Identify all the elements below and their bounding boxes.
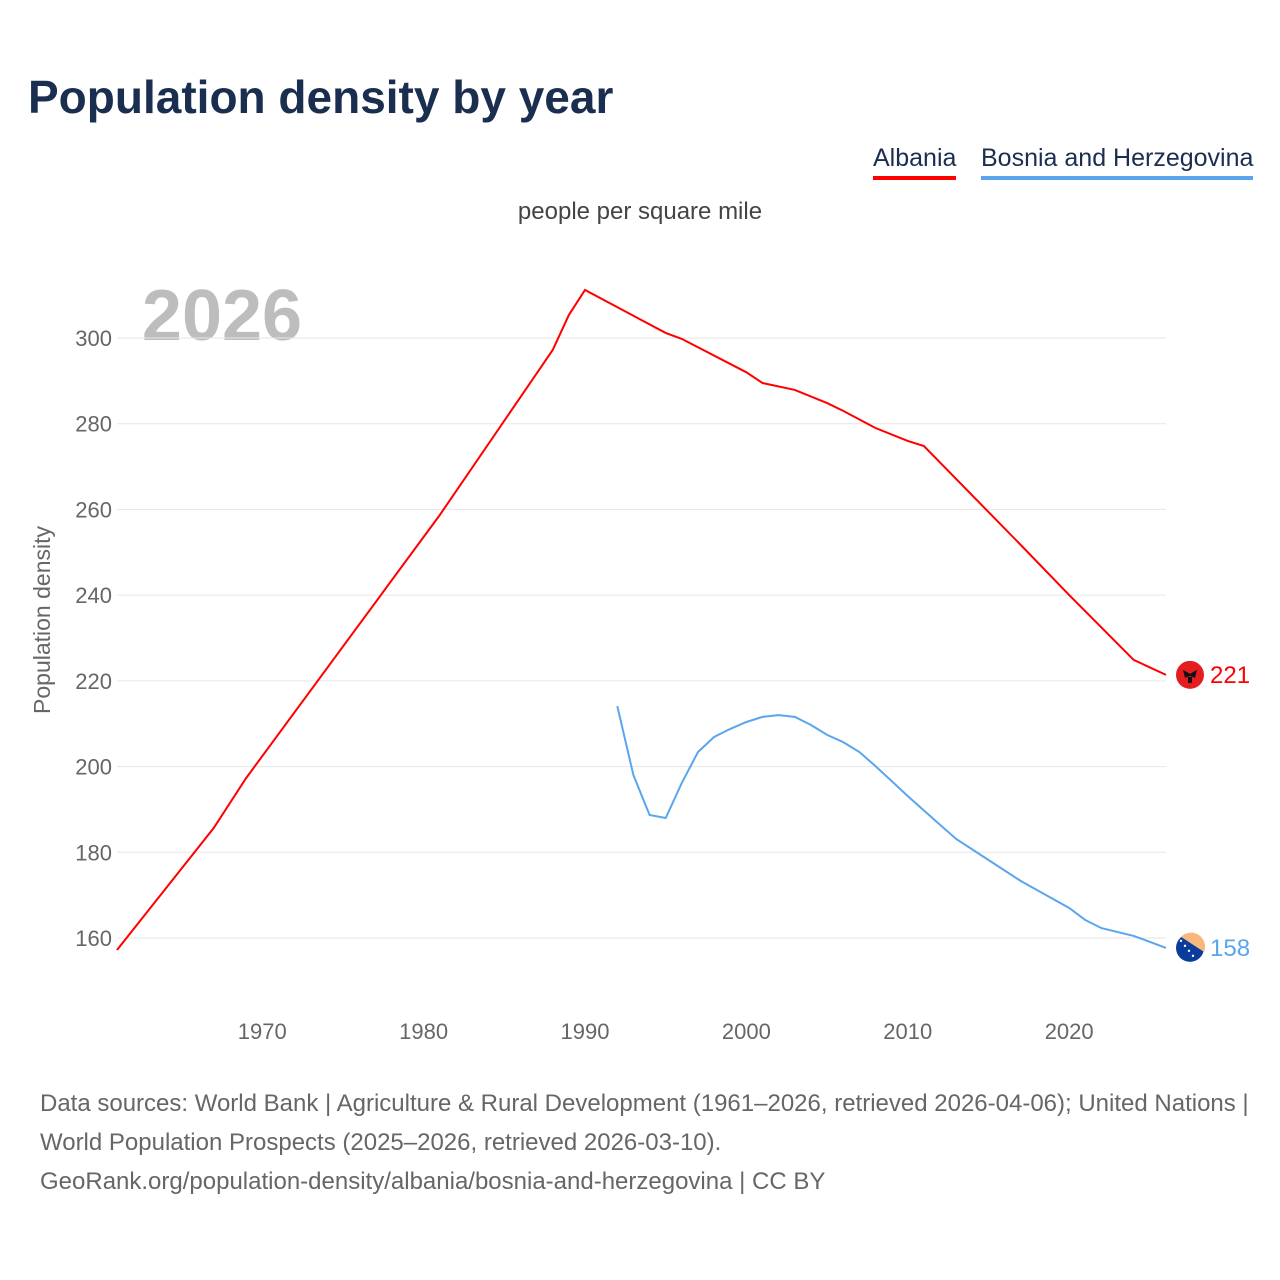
year-watermark: 2026: [142, 276, 302, 356]
y-tick-label: 200: [75, 755, 112, 780]
y-tick-label: 300: [75, 326, 112, 351]
y-tick-label: 240: [75, 583, 112, 608]
chart-subtitle: people per square mile: [517, 198, 763, 225]
x-tick-label: 1980: [399, 1019, 448, 1044]
footer-sources: Data sources: World Bank | Agriculture &…: [40, 1084, 1250, 1201]
legend-item-albania[interactable]: Albania: [873, 144, 957, 180]
x-tick-label: 2010: [883, 1019, 932, 1044]
series-line-bosnia[interactable]: [616, 705, 1167, 949]
x-tick-label: 2020: [1045, 1019, 1094, 1044]
bosnia-flag-icon: [1176, 932, 1206, 962]
x-tick-label: 1990: [561, 1019, 610, 1044]
sources-text: Data sources: World Bank | Agriculture &…: [40, 1090, 1249, 1156]
legend-item-bosnia[interactable]: Bosnia and Herzegovina: [981, 144, 1254, 180]
y-tick-label: 180: [75, 840, 112, 865]
y-tick-label: 280: [75, 412, 112, 437]
x-tick-label: 1970: [238, 1019, 287, 1044]
end-value-label: 158: [1210, 935, 1250, 962]
x-tick-label: 2000: [722, 1019, 771, 1044]
chart-title: Population density by year: [28, 71, 614, 123]
y-tick-label: 260: [75, 497, 112, 522]
y-tick-label: 160: [75, 926, 112, 951]
series-line-albania[interactable]: [116, 288, 1167, 951]
end-value-label: 221: [1210, 662, 1250, 689]
y-axis-label: Population density: [29, 526, 55, 714]
attribution-link[interactable]: GeoRank.org/population-density/albania/b…: [40, 1168, 826, 1195]
y-tick-label: 220: [75, 669, 112, 694]
albania-flag-icon: [1176, 660, 1204, 689]
